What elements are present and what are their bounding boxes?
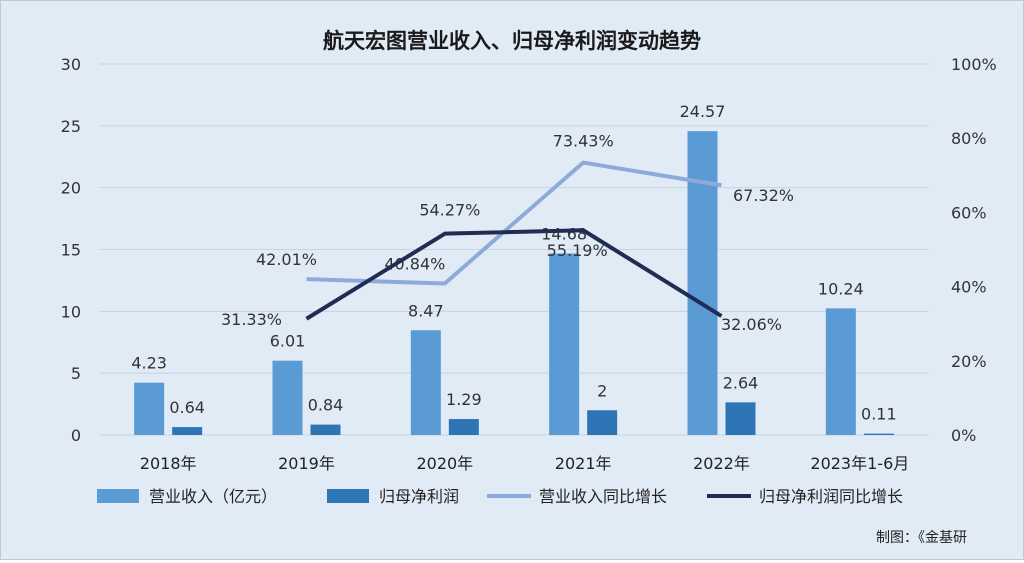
source-note: 制图：《金基研 bbox=[876, 529, 967, 546]
bar bbox=[825, 308, 856, 435]
bar bbox=[448, 419, 479, 435]
bar-data-label: 4.23 bbox=[131, 354, 167, 373]
line-data-label: 32.06% bbox=[721, 315, 782, 334]
right-axis-ticks: 0% 20% 40% 60% 80% 100% bbox=[951, 55, 997, 445]
bar bbox=[172, 427, 203, 435]
bars: 4.230.646.010.848.471.2914.68224.572.641… bbox=[131, 102, 897, 435]
bar-data-label: 0.84 bbox=[308, 396, 344, 415]
left-tick-label: 0 bbox=[71, 426, 81, 445]
line-data-label: 73.43% bbox=[553, 132, 614, 151]
bar bbox=[687, 131, 718, 435]
bar bbox=[272, 360, 303, 435]
category-label: 2020年 bbox=[416, 454, 473, 473]
bar bbox=[134, 382, 165, 435]
bar-data-label: 0.64 bbox=[169, 398, 205, 417]
legend-swatch bbox=[327, 489, 369, 503]
legend: 营业收入（亿元） 归母净利润 营业收入同比增长 归母净利润同比增长 bbox=[97, 487, 903, 506]
category-label: 2021年 bbox=[555, 454, 612, 473]
bar-data-label: 24.57 bbox=[680, 102, 726, 121]
category-label: 2023年1-6月 bbox=[810, 454, 909, 473]
category-label: 2022年 bbox=[693, 454, 750, 473]
bar bbox=[410, 330, 441, 435]
left-tick-label: 5 bbox=[71, 364, 81, 383]
bar bbox=[549, 253, 580, 435]
legend-label: 归母净利润 bbox=[379, 487, 459, 506]
right-tick-label: 60% bbox=[951, 203, 987, 222]
bar-data-label: 0.11 bbox=[861, 405, 897, 424]
legend-label: 营业收入同比增长 bbox=[539, 487, 667, 506]
category-axis: 2018年 2019年 2020年 2021年 2022年 2023年1-6月 bbox=[140, 454, 909, 473]
line-data-label: 42.01% bbox=[256, 250, 317, 269]
bar-data-label: 6.01 bbox=[270, 332, 306, 351]
gridlines bbox=[99, 63, 929, 436]
left-axis-ticks: 0 5 10 15 20 25 30 bbox=[61, 55, 81, 445]
legend-label: 归母净利润同比增长 bbox=[759, 487, 903, 506]
line-data-label: 67.32% bbox=[733, 186, 794, 205]
left-tick-label: 25 bbox=[61, 117, 81, 136]
left-tick-label: 10 bbox=[61, 302, 81, 321]
lines: 42.01% 40.84%73.43%67.32%31.33%54.27%55.1… bbox=[221, 132, 794, 334]
right-tick-label: 40% bbox=[951, 278, 987, 297]
bar-data-label: 8.47 bbox=[408, 301, 444, 320]
series-line bbox=[306, 160, 722, 286]
bar bbox=[310, 424, 341, 435]
right-tick-label: 80% bbox=[951, 129, 987, 148]
left-tick-label: 30 bbox=[61, 55, 81, 74]
category-label: 2019年 bbox=[278, 454, 335, 473]
bar-data-label: 10.24 bbox=[818, 279, 864, 298]
category-label: 2018年 bbox=[140, 454, 197, 473]
bar-data-label: 2.64 bbox=[723, 373, 759, 392]
bar bbox=[863, 433, 894, 435]
left-tick-label: 15 bbox=[61, 241, 81, 260]
right-tick-label: 100% bbox=[951, 55, 997, 74]
bar-data-label: 1.29 bbox=[446, 390, 482, 409]
line-data-label: 31.33% bbox=[221, 310, 282, 329]
series-line bbox=[305, 228, 723, 321]
right-tick-label: 0% bbox=[951, 426, 976, 445]
line-data-label: 55.19% bbox=[547, 241, 608, 260]
legend-label: 营业收入（亿元） bbox=[149, 487, 277, 506]
left-tick-label: 20 bbox=[61, 179, 81, 198]
chart-title: 航天宏图营业收入、归母净利润变动趋势 bbox=[323, 29, 701, 53]
bar bbox=[587, 410, 618, 435]
legend-swatch bbox=[97, 489, 139, 503]
bar bbox=[725, 402, 756, 435]
right-tick-label: 20% bbox=[951, 352, 987, 371]
bar-data-label: 2 bbox=[597, 381, 607, 400]
line-data-label: 54.27% bbox=[419, 201, 480, 220]
